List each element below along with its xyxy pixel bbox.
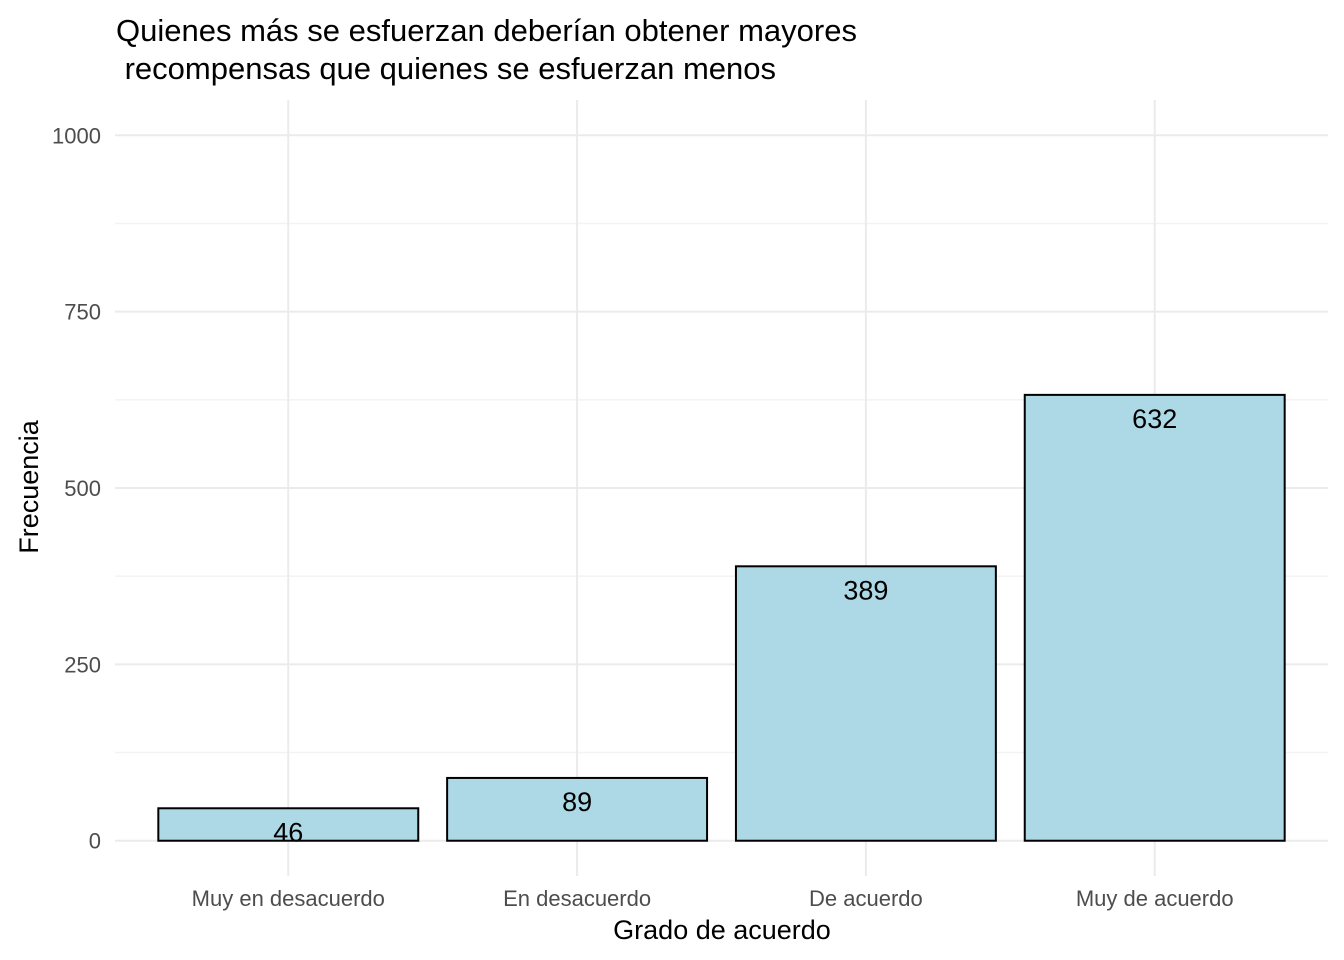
bar	[446, 776, 709, 842]
bars	[157, 393, 1286, 842]
bar-value-label: 89	[562, 787, 592, 817]
bar-value-label: 389	[843, 575, 888, 605]
y-axis-title: Frecuencia	[14, 419, 44, 554]
x-tick-label: De acuerdo	[809, 886, 923, 911]
y-tick-label: 1000	[52, 123, 101, 148]
x-tick-label: En desacuerdo	[503, 886, 651, 911]
chart-title-line-1: Quienes más se esfuerzan deberían obtene…	[116, 13, 857, 48]
y-tick-label: 750	[64, 300, 101, 325]
bar	[1023, 393, 1286, 842]
y-tick-label: 250	[64, 652, 101, 677]
y-axis-ticks: 0 250 500 750 1000	[52, 123, 101, 853]
x-tick-label: Muy en desacuerdo	[192, 886, 385, 911]
bar-value-labels: 46 89 389 632	[273, 404, 1177, 847]
bar	[157, 807, 420, 842]
chart-title-line-2: recompensas que quienes se esfuerzan men…	[116, 51, 776, 86]
bar	[734, 565, 997, 842]
bar-value-label: 46	[273, 817, 303, 847]
y-tick-label: 500	[64, 476, 101, 501]
bar-value-label: 632	[1132, 404, 1177, 434]
x-axis-title: Grado de acuerdo	[613, 915, 831, 945]
x-axis-ticks: Muy en desacuerdo En desacuerdo De acuerdo…	[192, 886, 1234, 911]
x-tick-label: Muy de acuerdo	[1076, 886, 1234, 911]
y-tick-label: 0	[89, 829, 101, 854]
